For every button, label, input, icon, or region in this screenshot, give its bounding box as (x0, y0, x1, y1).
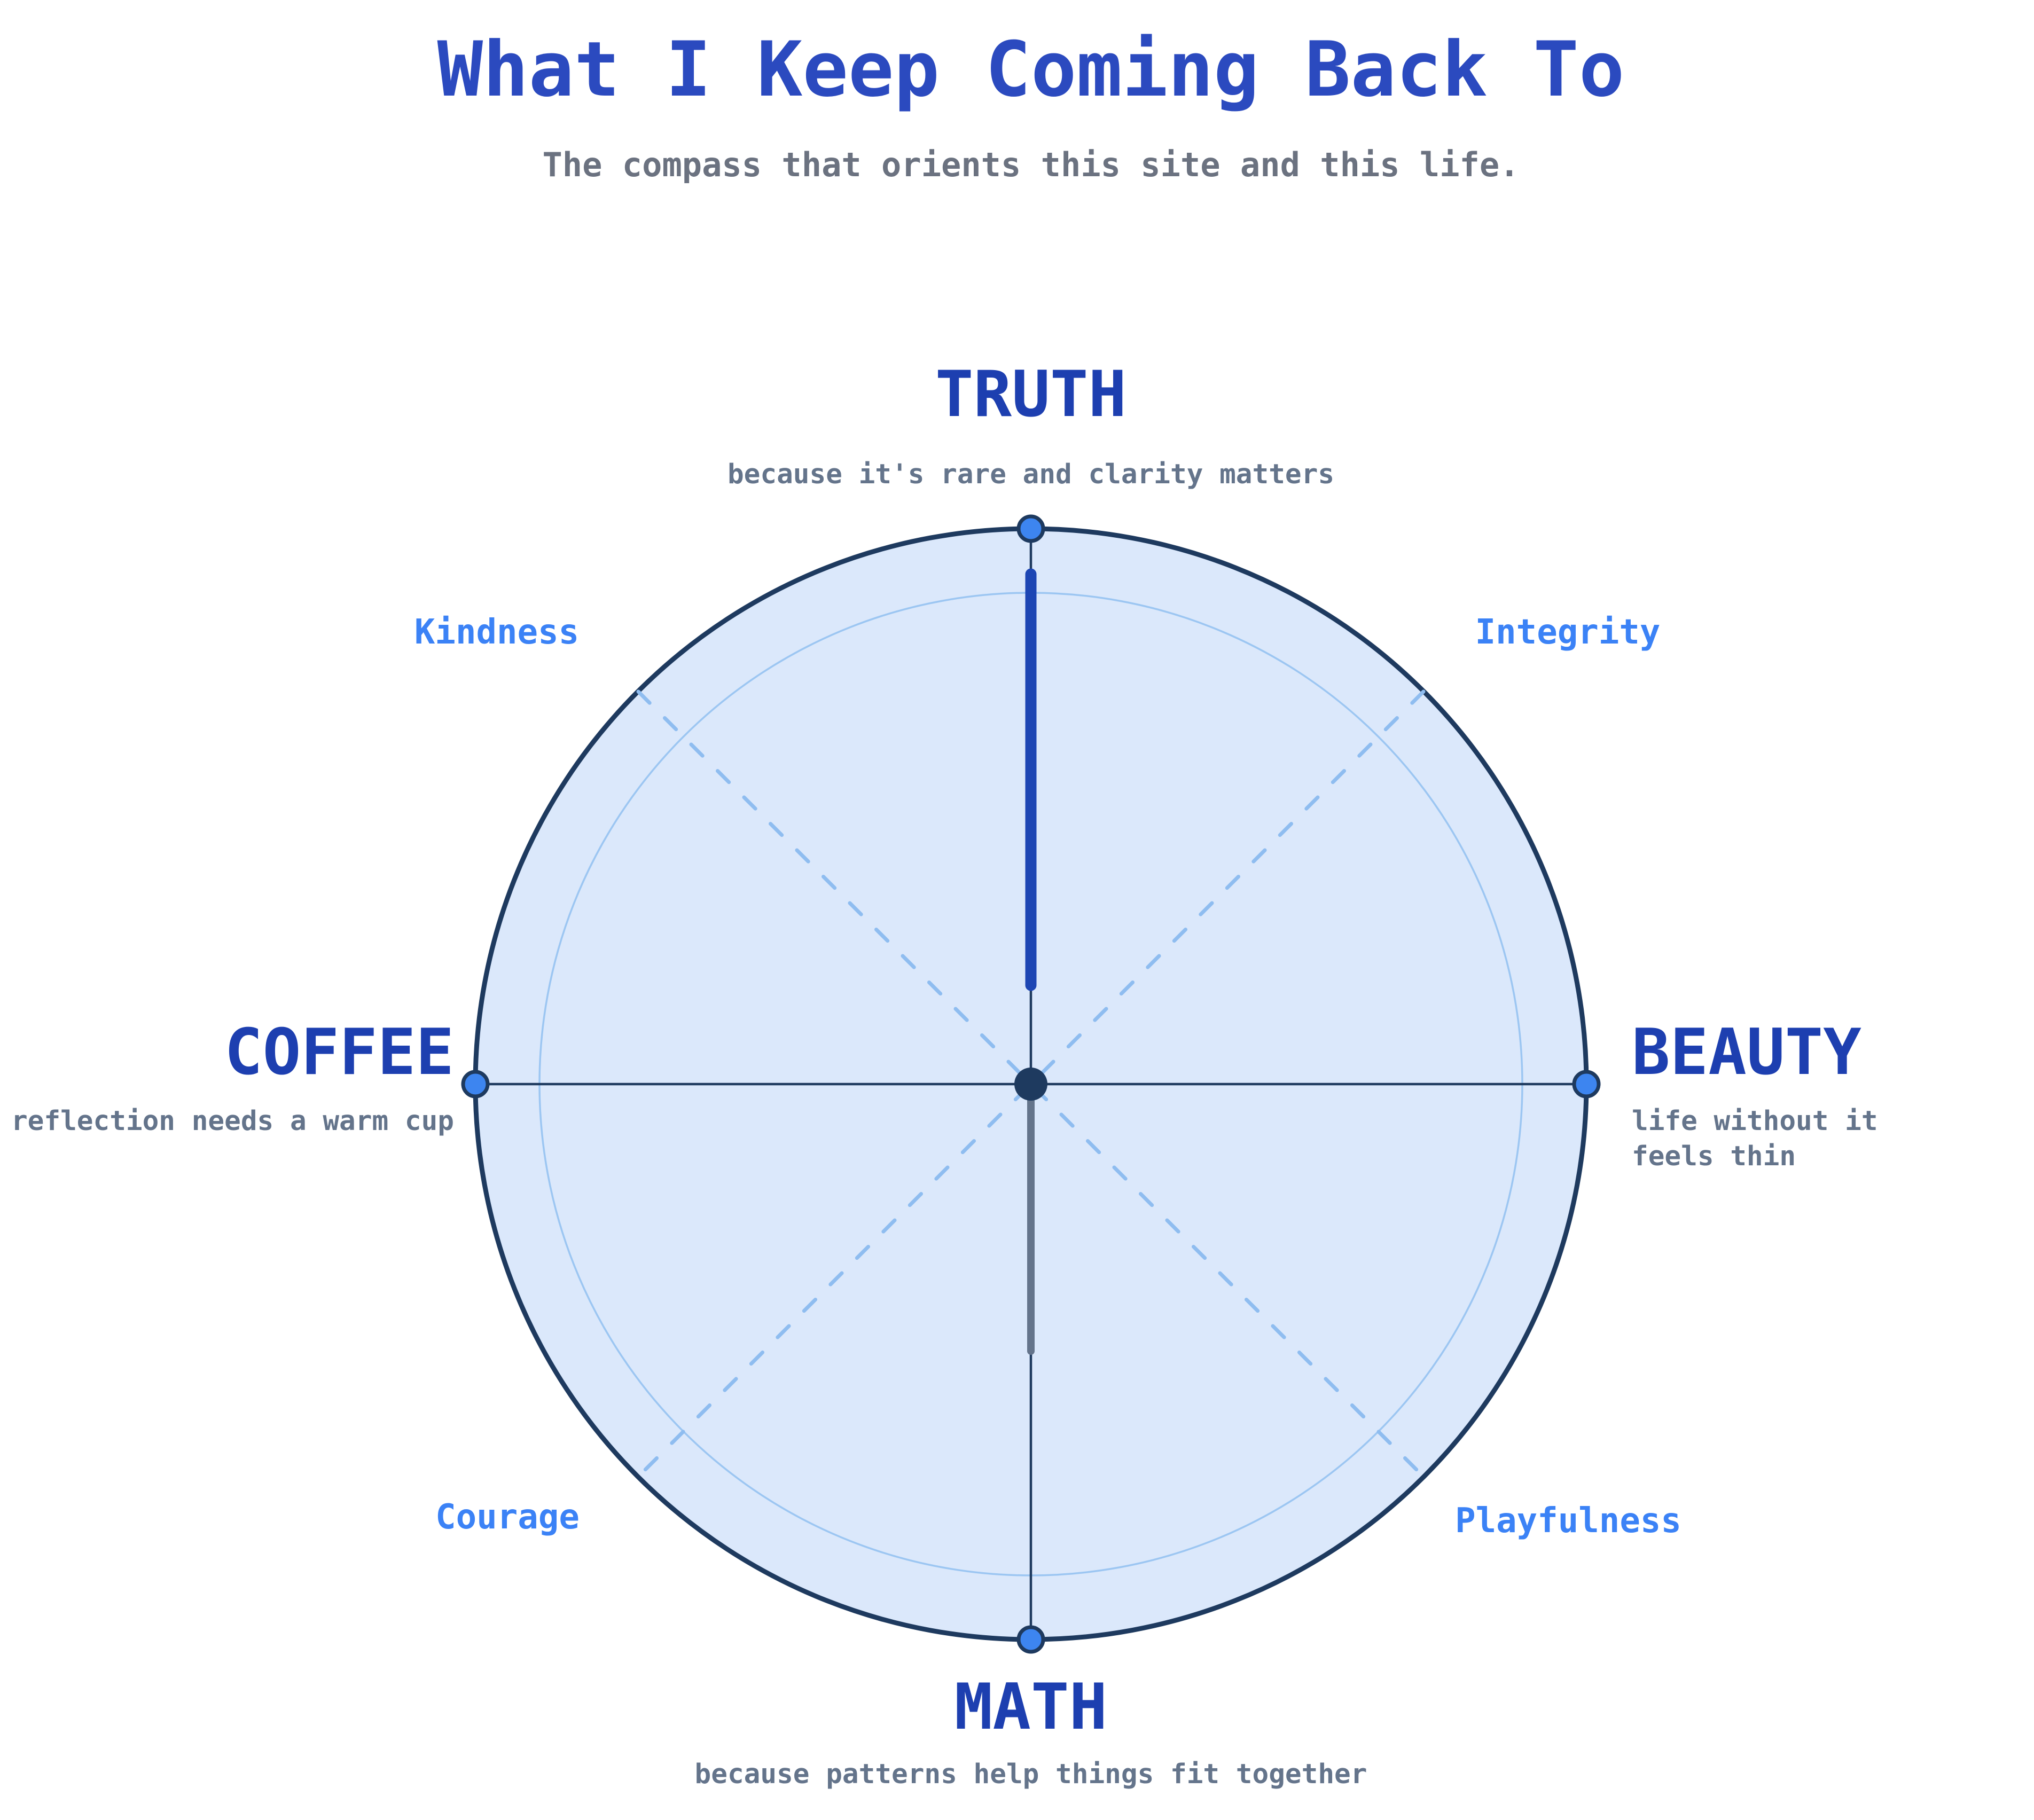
east-edge-dot (1572, 1070, 1601, 1099)
cardinal-label-math: MATH (954, 1670, 1108, 1744)
cardinal-caption-math: because patterns help things fit togethe… (694, 1759, 1367, 1790)
value-label-kindness: Kindness (414, 613, 580, 652)
value-label-courage: Courage (435, 1497, 580, 1537)
value-label-playfulness: Playfulness (1455, 1501, 1681, 1541)
compass-center-dot (1014, 1068, 1047, 1101)
cardinal-east-block: BEAUTY life without it feels thin (1632, 1021, 1899, 1175)
cardinal-south-block: MATH because patterns help things fit to… (695, 1676, 1367, 1792)
south-edge-dot (1016, 1625, 1045, 1654)
north-edge-dot (1016, 514, 1045, 543)
page-title: What I Keep Coming Back To (437, 26, 1625, 114)
cardinal-label-coffee: COFFEE (224, 1016, 454, 1089)
cardinal-caption-coffee: reflection needs a warm cup (11, 1105, 454, 1137)
west-edge-dot (461, 1070, 490, 1099)
page-subtitle: The compass that orients this site and t… (542, 145, 1520, 184)
value-label-integrity: Integrity (1475, 613, 1661, 652)
cardinal-caption-truth: because it's rare and clarity matters (727, 459, 1335, 490)
cardinal-north-block: TRUTH because it's rare and clarity matt… (727, 363, 1334, 492)
cardinal-west-block: COFFEE reflection needs a warm cup (11, 1021, 454, 1139)
cardinal-label-truth: TRUTH (935, 358, 1127, 432)
cardinal-caption-beauty: life without it feels thin (1632, 1105, 1878, 1173)
cardinal-label-beauty: BEAUTY (1632, 1016, 1861, 1089)
